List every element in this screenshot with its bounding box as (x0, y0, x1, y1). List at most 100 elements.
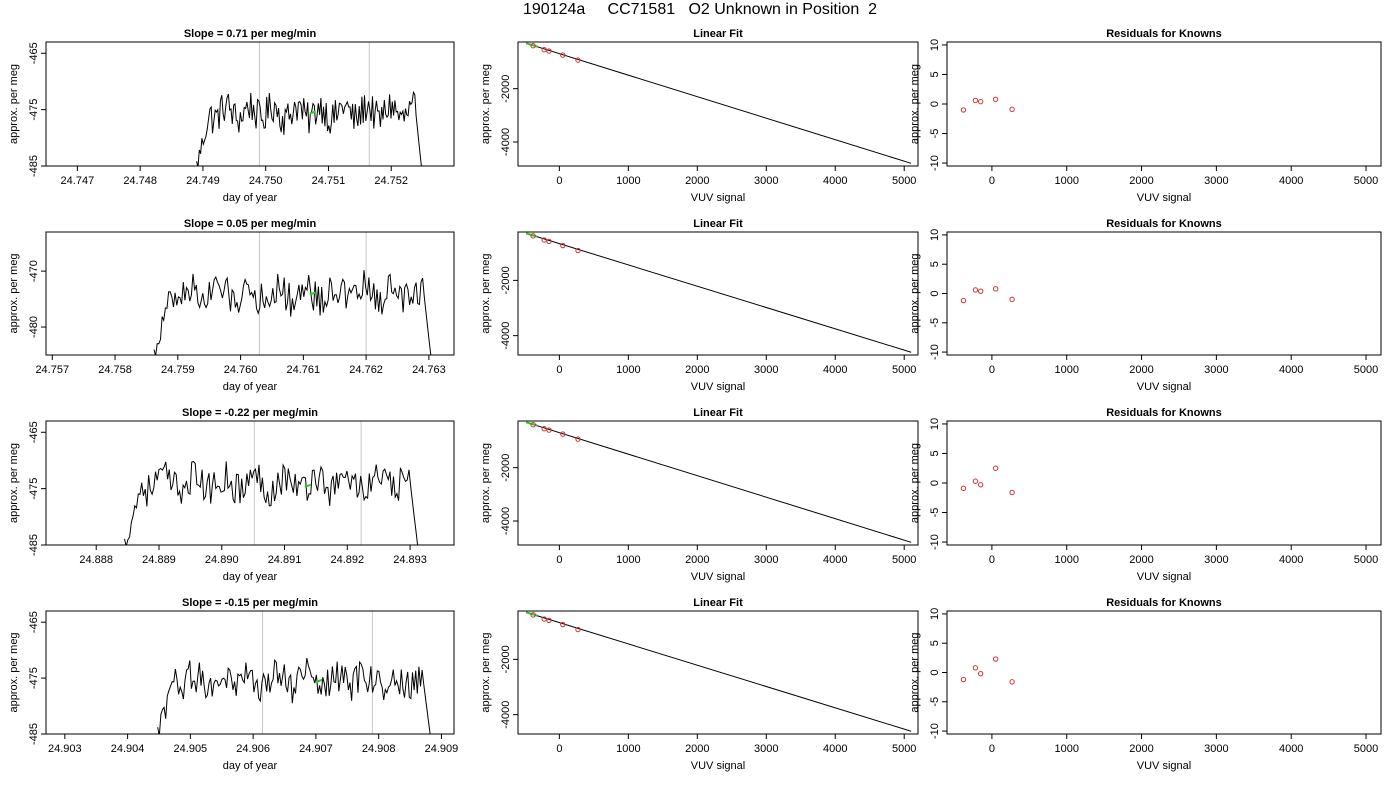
data-trace (153, 270, 432, 355)
x-tick-label: 2000 (1129, 364, 1153, 376)
x-axis-label: day of year (223, 381, 278, 393)
y-tick-label: -5 (929, 508, 941, 518)
panel-title: Residuals for Knowns (1106, 407, 1222, 419)
y-tick-label: -10 (929, 155, 941, 171)
y-tick-label: -2000 (500, 75, 512, 103)
data-trace (124, 460, 419, 545)
x-tick-label: 24.760 (224, 364, 258, 376)
x-tick-label: 24.761 (287, 364, 321, 376)
residuals-4: Residuals for Knowns 0 1000 2000 3000 4000 500… (909, 597, 1382, 772)
known-point (546, 617, 552, 624)
x-tick-label: 3000 (754, 175, 778, 187)
plot-frame (45, 231, 455, 356)
x-tick-label: 24.905 (174, 743, 208, 755)
residual-point (992, 96, 999, 102)
time-series-2: Slope = 0.05 per meg/min 24.757 24.758 24.7… (8, 218, 455, 393)
x-tick-label: 4000 (823, 175, 847, 187)
plot-area (525, 421, 912, 543)
x-tick-label: 0 (989, 743, 995, 755)
x-tick-label: 24.748 (123, 175, 157, 187)
residuals-1: Residuals for Knowns 0 1000 2000 3000 4000 500… (909, 28, 1382, 204)
y-tick-label: 0 (929, 480, 941, 486)
x-tick-label: 1000 (1054, 554, 1078, 566)
residual-point (977, 482, 984, 488)
residual-point (972, 478, 979, 484)
plot-area (960, 656, 1015, 685)
x-tick-label: 1000 (1054, 743, 1078, 755)
panel-title: Residuals for Knowns (1106, 597, 1222, 609)
known-point (560, 431, 566, 437)
y-axis-label: approx. per meg (909, 632, 921, 712)
plot-frame (946, 420, 1382, 546)
y-tick-label: -10 (929, 534, 941, 550)
residual-point (972, 97, 979, 104)
x-tick-label: 24.890 (205, 554, 239, 566)
y-tick-label: -2000 (500, 645, 512, 673)
y-tick-label: -485 (28, 723, 40, 745)
mean-marker (309, 110, 317, 115)
y-tick-label: -480 (28, 316, 40, 338)
residual-point (960, 297, 967, 304)
time-series-4: Slope = -0.15 per meg/min 24.903 24.904 24.… (8, 597, 458, 772)
residual-point (1009, 489, 1015, 496)
x-tick-label: 4000 (1279, 175, 1303, 187)
x-tick-label: 24.759 (161, 364, 195, 376)
panel-title: Slope = 0.05 per meg/min (184, 218, 317, 230)
y-axis-label: approx. per meg (480, 253, 492, 333)
known-point (575, 626, 581, 633)
x-tick-label: 0 (556, 175, 562, 187)
y-tick-label: 10 (929, 39, 941, 51)
known-point (560, 621, 566, 628)
panel-title: Slope = 0.71 per meg/min (184, 28, 317, 40)
y-tick-label: 5 (929, 640, 941, 646)
plot-area (960, 286, 1015, 304)
time-series-1: Slope = 0.71 per meg/min 24.747 24.748 24.7… (8, 28, 455, 204)
residual-point (992, 286, 999, 292)
x-axis-label: day of year (223, 760, 278, 772)
y-tick-label: -4000 (500, 701, 512, 729)
plot-area (960, 465, 1015, 496)
y-tick-label: -465 (28, 42, 40, 64)
x-tick-label: 5000 (1354, 364, 1378, 376)
residual-point (1009, 296, 1015, 303)
panel-title: Linear Fit (693, 28, 743, 40)
y-axis-label: approx. per meg (480, 64, 492, 144)
known-point (541, 237, 547, 243)
plot-frame (517, 420, 919, 546)
x-tick-label: 2000 (685, 743, 709, 755)
residual-point (977, 98, 984, 105)
x-tick-label: 4000 (823, 364, 847, 376)
y-tick-label: -475 (28, 99, 40, 121)
plot-frame (45, 420, 455, 546)
y-tick-label: -465 (28, 611, 40, 633)
x-tick-label: 5000 (892, 743, 916, 755)
x-tick-label: 3000 (1204, 364, 1228, 376)
y-tick-label: -2000 (500, 266, 512, 294)
x-tick-label: 0 (556, 743, 562, 755)
known-point (546, 48, 552, 54)
x-tick-label: 3000 (1204, 554, 1228, 566)
residual-point (992, 465, 999, 471)
y-tick-label: -470 (28, 260, 40, 282)
plot-area (525, 611, 912, 732)
x-tick-label: 24.906 (236, 743, 270, 755)
known-point (530, 422, 536, 428)
x-tick-label: 24.750 (249, 175, 283, 187)
x-tick-label: 0 (556, 554, 562, 566)
y-axis-label: approx. per meg (909, 443, 921, 523)
x-tick-label: 3000 (754, 554, 778, 566)
known-point (530, 233, 536, 239)
plot-frame (946, 41, 1382, 167)
known-point (575, 436, 581, 442)
residual-point (1009, 679, 1015, 685)
figure-title: 190124a CC71581 O2 Unknown in Position 2 (523, 1, 877, 18)
y-tick-label: -5 (929, 129, 941, 139)
x-tick-label: 24.889 (142, 554, 176, 566)
mean-marker (309, 291, 317, 296)
x-tick-label: 24.747 (61, 175, 95, 187)
fit-line (526, 232, 912, 353)
residual-point (1009, 106, 1015, 113)
y-axis-label: approx. per meg (480, 632, 492, 712)
known-point (575, 57, 581, 63)
